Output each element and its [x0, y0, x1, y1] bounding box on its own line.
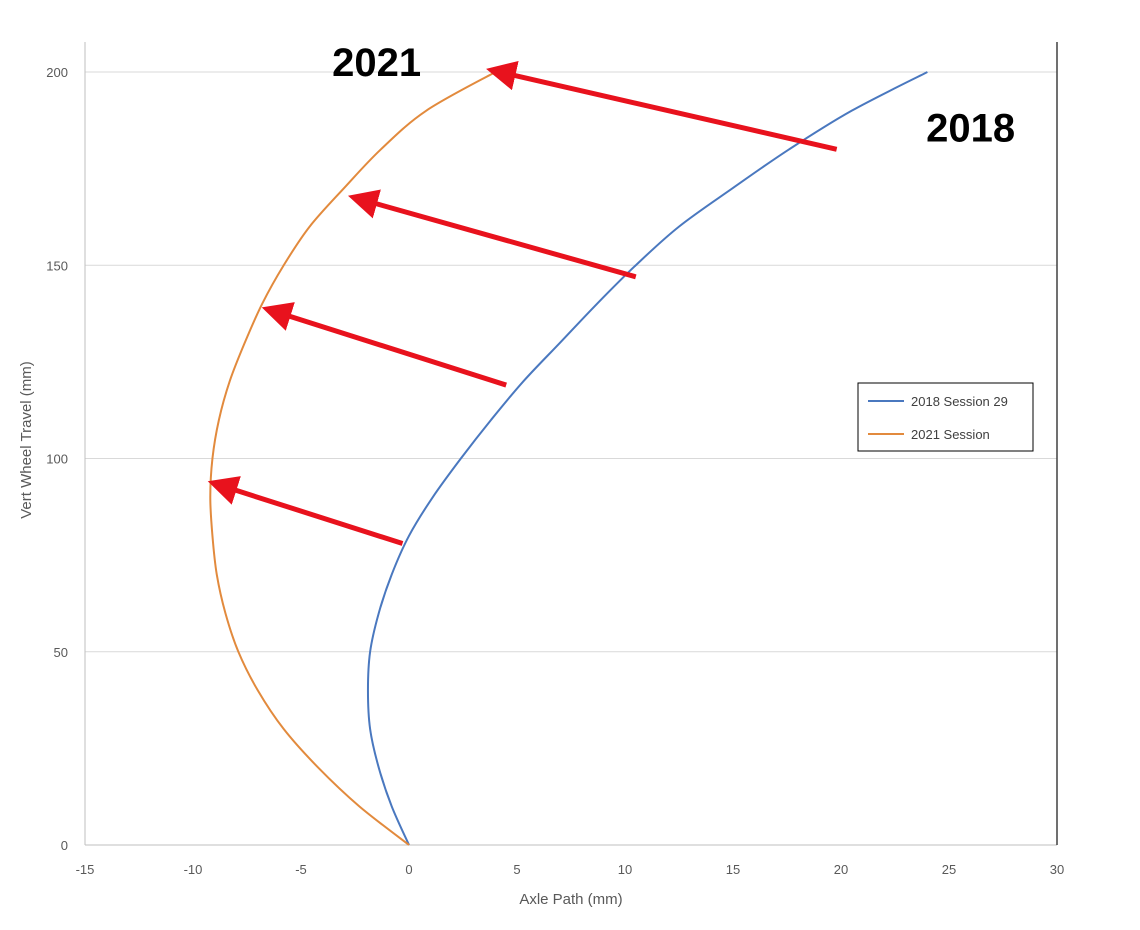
x-tick-label: 0 — [405, 862, 412, 877]
series-line-2021 — [209, 71, 496, 846]
y-tick-label: 150 — [46, 258, 68, 273]
legend-label-2018: 2018 Session 29 — [911, 394, 1008, 409]
x-axis-title: Axle Path (mm) — [519, 891, 622, 908]
x-tick-label: -5 — [295, 862, 307, 877]
y-axis-title: Vert Wheel Travel (mm) — [18, 361, 35, 519]
legend-label-2021: 2021 Session — [911, 427, 990, 442]
legend-box — [857, 382, 1034, 452]
x-tick-label: 15 — [726, 862, 740, 877]
y-tick-label: 0 — [61, 838, 68, 853]
gridlines — [85, 71, 1057, 653]
annotation-arrow-4 — [207, 476, 404, 546]
x-tick-label: 20 — [834, 862, 848, 877]
series-layer — [209, 71, 928, 846]
x-tick-label: 5 — [513, 862, 520, 877]
annotation-arrow-2 — [348, 189, 637, 280]
series-line-2018 — [366, 71, 928, 846]
y-tick-label: 100 — [46, 452, 68, 467]
x-tick-label: -15 — [76, 862, 95, 877]
axes — [84, 42, 1058, 846]
x-tick-label: -10 — [184, 862, 203, 877]
tick-labels: -15 -10 -5 0 5 10 15 20 25 30 0 50 100 150 200 — [46, 65, 1064, 877]
annotation-labels: 2021 2018 — [332, 41, 1015, 151]
annotation-arrows — [207, 60, 838, 546]
annotation-label-2021: 2021 — [332, 41, 421, 85]
legend: 2018 Session 29 2021 Session — [857, 382, 1034, 452]
annotation-arrow-3 — [261, 302, 507, 388]
annotation-label-2018: 2018 — [926, 107, 1015, 151]
y-tick-label: 200 — [46, 65, 68, 80]
x-tick-label: 25 — [942, 862, 956, 877]
annotation-arrow-1 — [486, 60, 838, 152]
x-tick-label: 10 — [618, 862, 632, 877]
x-tick-label: 30 — [1050, 862, 1064, 877]
y-tick-label: 50 — [54, 645, 68, 660]
